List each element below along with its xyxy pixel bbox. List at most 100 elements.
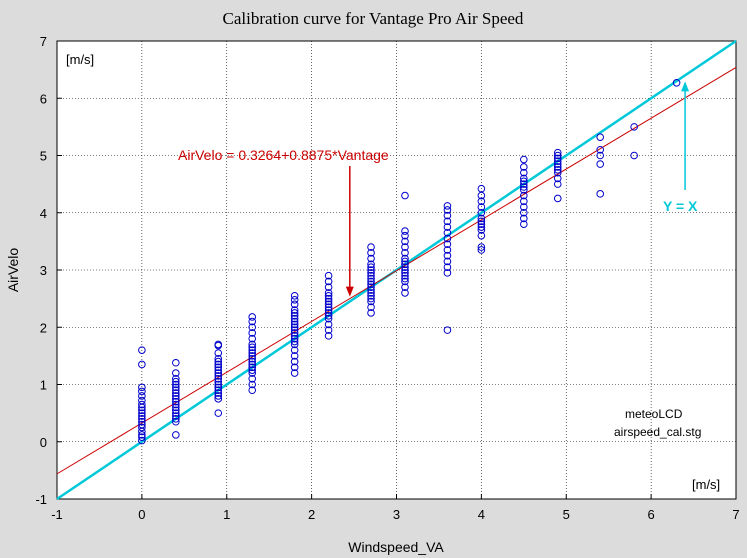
x-tick-label: 6 xyxy=(648,507,655,522)
data-point xyxy=(172,409,180,417)
data-point xyxy=(367,289,375,297)
data-point xyxy=(214,340,223,349)
data-point xyxy=(443,202,452,210)
data-point xyxy=(520,155,528,164)
data-point xyxy=(172,412,180,420)
data-point xyxy=(520,191,528,200)
data-point xyxy=(367,286,375,294)
annotation-filename: airspeed_cal.stg xyxy=(614,425,701,439)
fit-arrow-head xyxy=(345,286,354,297)
data-point xyxy=(401,266,409,274)
data-point xyxy=(290,306,299,314)
x-tick-label: 1 xyxy=(223,507,230,522)
data-point xyxy=(520,177,528,186)
y-tick-label: 1 xyxy=(40,378,47,393)
data-point xyxy=(248,357,257,366)
data-point xyxy=(290,317,299,326)
data-point xyxy=(214,372,223,380)
data-point xyxy=(214,374,223,383)
data-point xyxy=(290,312,299,320)
data-point xyxy=(172,358,180,367)
data-point xyxy=(324,306,333,314)
data-point xyxy=(324,312,333,320)
data-point xyxy=(138,420,146,429)
data-point xyxy=(138,412,146,420)
data-point xyxy=(290,320,299,329)
data-point xyxy=(520,208,528,217)
data-point xyxy=(290,363,299,372)
data-point xyxy=(401,237,409,246)
data-point xyxy=(138,433,146,441)
data-point xyxy=(367,274,375,283)
x-tick-label: 0 xyxy=(138,507,145,522)
data-point xyxy=(214,357,223,366)
data-point xyxy=(172,415,180,423)
data-point xyxy=(248,313,257,321)
data-point xyxy=(553,168,562,177)
chart-title: Calibration curve for Vantage Pro Air Sp… xyxy=(223,9,524,28)
x-tick-label: 7 xyxy=(732,507,739,522)
data-point xyxy=(367,294,375,303)
data-point xyxy=(290,332,299,340)
data-point xyxy=(401,289,409,297)
data-point xyxy=(596,133,605,141)
data-point xyxy=(214,383,223,392)
data-point xyxy=(290,326,299,334)
data-point xyxy=(324,297,333,306)
data-point xyxy=(324,271,333,280)
annotations xyxy=(345,81,690,297)
identity-line xyxy=(56,39,737,501)
axis-ticks: -1 0 1 2 3 4 5 6 7 -1 0 1 2 3 4 5 6 7 xyxy=(35,34,739,522)
data-point xyxy=(401,260,409,269)
data-point xyxy=(290,309,299,317)
data-point xyxy=(248,343,257,352)
data-point xyxy=(172,403,180,412)
data-point xyxy=(367,254,375,263)
data-point xyxy=(248,386,257,395)
data-point xyxy=(290,300,299,309)
data-point xyxy=(248,360,257,369)
data-point xyxy=(248,369,257,377)
data-point xyxy=(324,291,333,300)
data-point xyxy=(477,197,486,206)
data-point xyxy=(401,191,409,200)
data-point xyxy=(290,291,299,300)
data-point xyxy=(248,366,257,374)
data-point xyxy=(138,396,146,405)
data-point xyxy=(443,223,452,231)
data-point xyxy=(401,271,409,280)
data-point xyxy=(630,123,638,131)
data-point xyxy=(401,254,409,263)
data-point xyxy=(443,269,452,277)
data-point xyxy=(248,363,257,372)
data-point xyxy=(324,309,333,317)
data-point xyxy=(367,260,375,269)
data-point xyxy=(477,231,486,240)
data-point xyxy=(477,246,486,254)
data-point xyxy=(248,340,257,349)
y-tick-label: 6 xyxy=(40,91,47,106)
x-tick-label: 2 xyxy=(308,507,315,522)
data-point xyxy=(553,194,562,203)
data-point xyxy=(138,409,146,417)
data-point xyxy=(138,417,146,426)
data-point xyxy=(138,431,146,439)
data-point xyxy=(443,251,452,260)
data-point xyxy=(477,203,486,211)
data-point xyxy=(553,160,562,168)
data-point xyxy=(214,349,223,357)
data-point xyxy=(248,380,257,389)
data-point xyxy=(324,300,333,309)
data-point xyxy=(290,329,299,337)
data-point xyxy=(214,354,223,363)
data-point xyxy=(290,295,299,304)
data-point xyxy=(248,329,257,337)
data-point xyxy=(520,220,528,228)
data-point xyxy=(443,326,452,334)
data-point xyxy=(290,323,299,332)
identity-arrow-head xyxy=(681,81,690,92)
data-point xyxy=(290,340,299,349)
data-point xyxy=(596,160,605,168)
data-point xyxy=(172,377,180,386)
data-point xyxy=(443,211,452,220)
